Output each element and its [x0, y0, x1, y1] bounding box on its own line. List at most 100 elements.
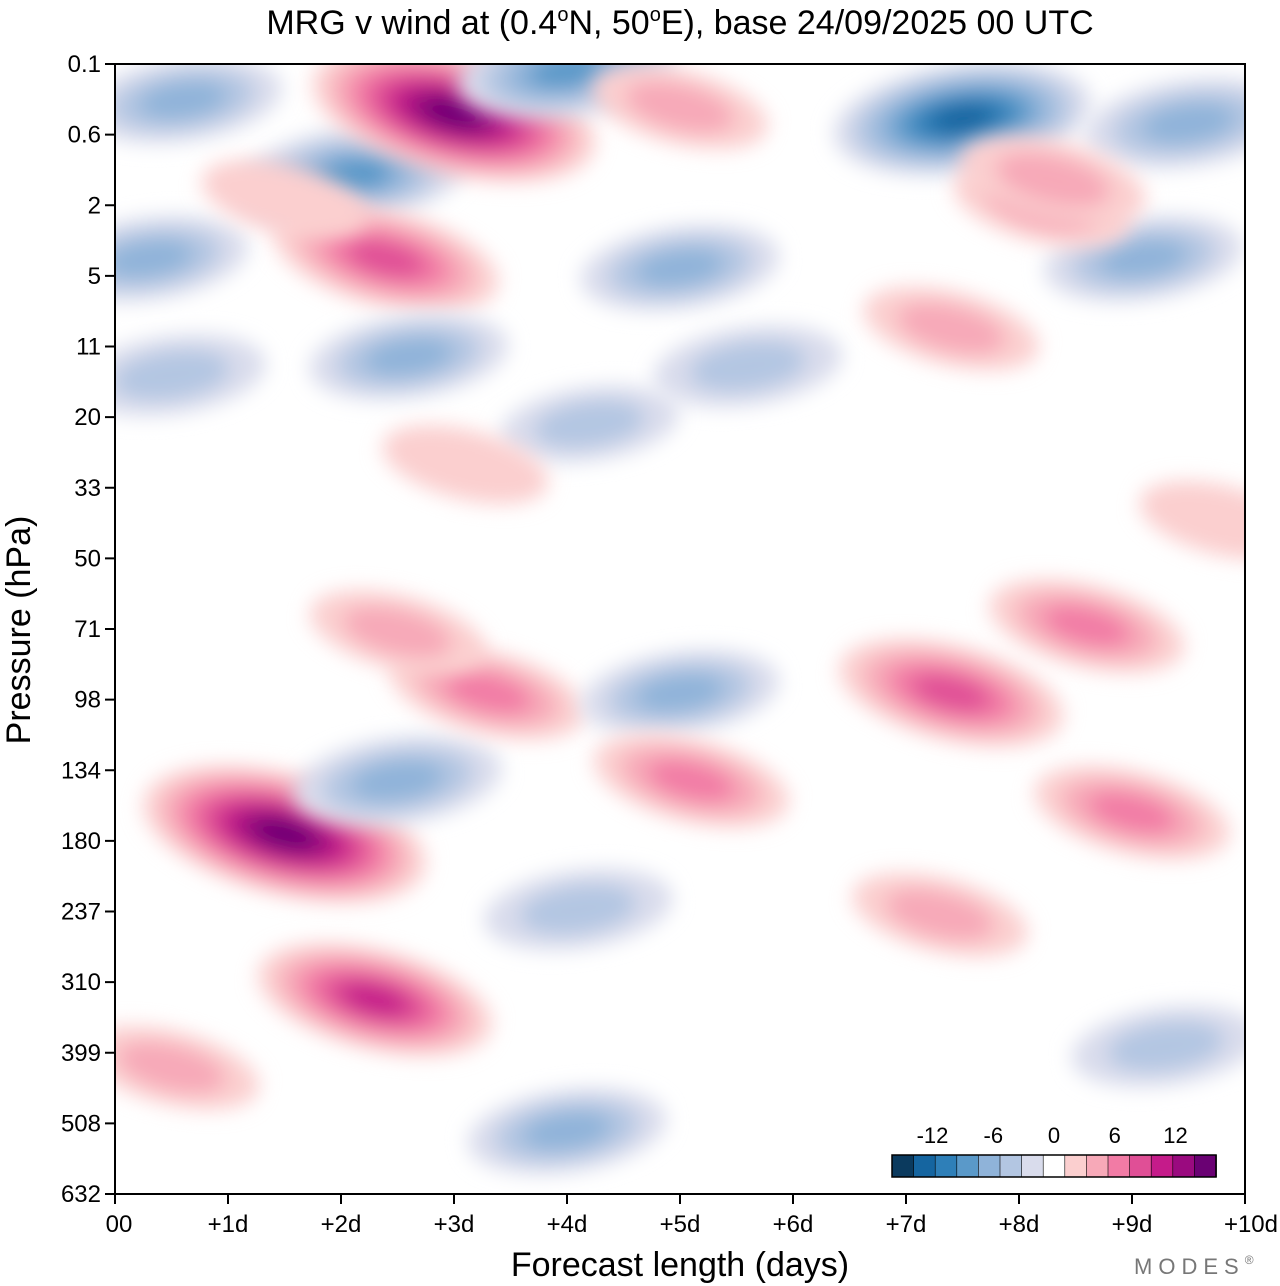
wind-anomaly — [580, 224, 780, 311]
wind-anomaly — [115, 215, 249, 302]
anomaly-contour — [201, 159, 368, 239]
anomaly-contour — [689, 341, 806, 392]
wind-anomaly — [839, 638, 1064, 747]
anomaly-contour — [522, 1111, 612, 1151]
y-axis-label: Pressure (hPa) — [0, 516, 38, 745]
anomaly-contour — [885, 889, 994, 941]
x-tick-label: +1d — [208, 1211, 249, 1238]
colorbar-swatch — [1150, 1154, 1174, 1178]
anomaly-contour — [1088, 791, 1176, 834]
y-tick-label: 0.6 — [68, 122, 101, 149]
colorbar-swatch — [956, 1154, 980, 1178]
x-tick-label: 00 — [106, 1211, 133, 1238]
anomaly-contour — [1043, 605, 1131, 647]
wind-anomaly — [201, 159, 368, 239]
wind-anomaly — [309, 313, 508, 400]
y-tick-label: 2 — [88, 192, 101, 219]
colorbar-label: -12 — [917, 1123, 949, 1148]
chart-title: MRG v wind at (0.4oN, 50oE), base 24/09/… — [266, 4, 1093, 42]
anomaly-contour — [341, 983, 409, 1016]
colorbar-label: -6 — [984, 1123, 1004, 1148]
y-tick-label: 237 — [61, 899, 101, 926]
wind-anomaly — [593, 734, 789, 828]
anomaly-contour — [534, 400, 645, 448]
y-tick-label: 134 — [61, 757, 101, 784]
y-tick-label: 508 — [61, 1110, 101, 1137]
x-tick-label: +3d — [434, 1211, 475, 1238]
colorbar-swatches — [891, 1154, 1217, 1178]
wind-anomaly — [852, 872, 1028, 957]
x-tick-label: +2d — [321, 1211, 362, 1238]
y-tick-label: 71 — [74, 616, 101, 643]
x-axis: 00 +1d +2d +3d +4d +5d +6d +7d +8d +9d +10d — [106, 1194, 1278, 1238]
y-tick-label: 399 — [61, 1040, 101, 1067]
wind-anomaly — [1139, 481, 1245, 560]
y-axis: 0.1 0.6 2 5 11 20 33 50 71 98 134 180 237 310 399 508 63… — [61, 51, 115, 1208]
wind-anomaly — [960, 135, 1146, 225]
wind-anomaly — [863, 286, 1039, 371]
anomaly-contour — [364, 337, 453, 376]
anomaly-contour — [635, 673, 725, 712]
wind-anomaly — [1084, 77, 1245, 169]
anomaly-contour — [1099, 239, 1188, 278]
wind-anomaly — [1071, 1005, 1245, 1088]
y-tick-label: 5 — [88, 263, 101, 290]
wind-anomaly — [115, 334, 266, 416]
wind-anomaly — [390, 646, 586, 740]
colorbar-swatch — [891, 1154, 915, 1178]
x-tick-label: +10d — [1224, 1211, 1278, 1238]
modes-logo-mark: ® — [1245, 1253, 1260, 1267]
heatmap-layer — [115, 64, 1245, 1175]
anomaly-contour — [995, 152, 1110, 208]
title-superscript-2: o — [650, 4, 661, 26]
y-tick-label: 33 — [74, 475, 101, 502]
colorbar-swatch — [999, 1154, 1023, 1178]
anomaly-contour — [351, 760, 444, 801]
anomaly-contour — [931, 104, 994, 133]
title-part-3: E), base 24/09/2025 00 UTC — [661, 4, 1094, 42]
wind-anomaly — [484, 868, 673, 951]
x-tick-label: +7d — [886, 1211, 927, 1238]
colorbar-swatch — [1107, 1154, 1131, 1178]
colorbar-label: 6 — [1109, 1123, 1121, 1148]
colorbar-swatch — [1042, 1154, 1066, 1178]
wind-anomaly — [500, 385, 679, 463]
colorbar-swatch — [1086, 1154, 1109, 1178]
colorbar-swatch — [1172, 1154, 1196, 1178]
wind-anomaly — [309, 590, 486, 674]
x-axis-label: Forecast length (days) — [511, 1246, 849, 1284]
anomaly-contour — [1107, 1021, 1224, 1072]
wind-anomaly — [580, 649, 780, 736]
anomaly-contour — [1139, 481, 1245, 560]
y-tick-label: 180 — [61, 828, 101, 855]
anomaly-contour — [115, 349, 230, 401]
wind-anomaly — [312, 64, 596, 183]
wind-anomaly — [382, 425, 549, 504]
colorbar-legend: -12 -6 0 6 12 — [891, 1123, 1217, 1178]
colorbar-label: 0 — [1048, 1123, 1060, 1148]
anomaly-contour — [897, 302, 1006, 355]
anomaly-contour — [635, 248, 725, 287]
title-part-2: N, 50 — [568, 4, 649, 42]
colorbar-swatch — [934, 1154, 958, 1178]
anomaly-contour — [625, 81, 735, 134]
wind-anomaly — [257, 943, 492, 1057]
y-tick-label: 98 — [74, 687, 101, 714]
x-tick-label: +8d — [999, 1211, 1040, 1238]
wind-anomaly — [1034, 765, 1230, 860]
anomaly-contour — [647, 759, 735, 802]
x-tick-label: +6d — [773, 1211, 814, 1238]
colorbar-label: 12 — [1163, 1123, 1187, 1148]
plot-area — [114, 63, 1246, 1195]
anomaly-contour — [444, 672, 532, 714]
anomaly-contour — [424, 98, 484, 128]
y-tick-label: 632 — [61, 1181, 101, 1208]
y-tick-label: 0.1 — [68, 51, 101, 78]
anomaly-contour — [1142, 103, 1235, 144]
modes-logo-text: MODES — [1134, 1254, 1245, 1279]
x-tick-label: +5d — [660, 1211, 701, 1238]
y-tick-label: 11 — [76, 334, 101, 361]
colorbar-swatch — [1021, 1154, 1044, 1178]
title-part-1: MRG v wind at (0.4 — [266, 4, 557, 42]
